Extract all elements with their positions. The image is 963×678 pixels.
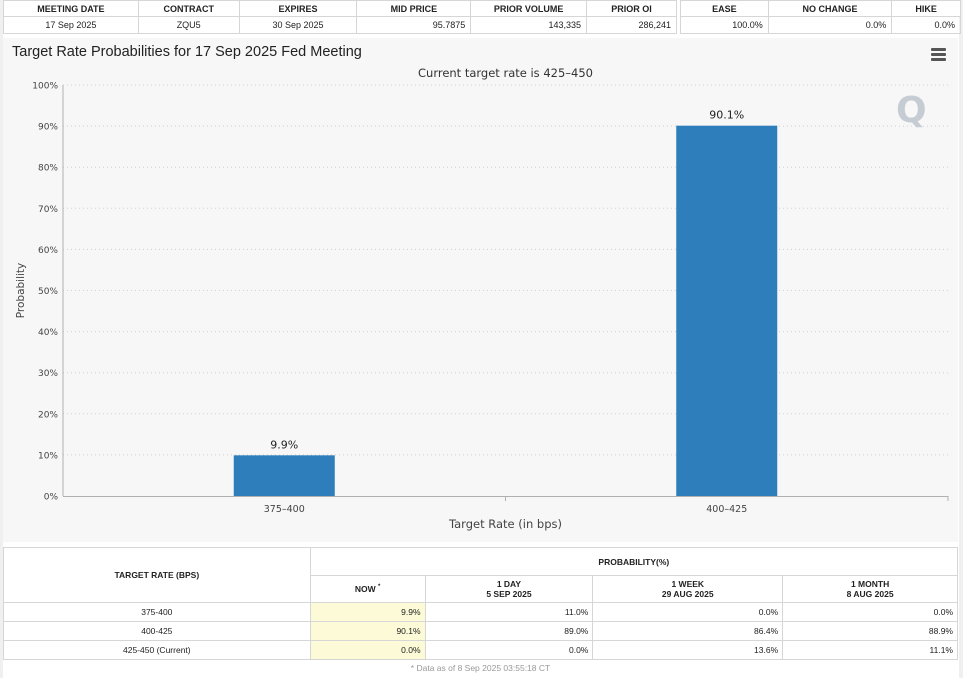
row-1-month-value: 11.1% (782, 640, 958, 660)
chart-subtitle: Current target rate is 425–450 (418, 66, 593, 80)
bar (676, 125, 778, 497)
y-tick-label: 80% (38, 164, 58, 174)
row-1-month-value: 0.0% (782, 602, 958, 622)
header-1-day: 1 DAY 5 SEP 2025 (424, 575, 594, 603)
x-tick-label: 375–400 (264, 504, 305, 515)
row-1-day-value: 89.0% (424, 621, 594, 641)
y-tick-label: 90% (38, 123, 58, 133)
left-frame (0, 0, 3, 678)
probability-table: TARGET RATE (BPS) PROBABILITY(%) NOW * 1… (3, 547, 959, 660)
y-tick-label: 50% (38, 287, 58, 297)
bar (233, 455, 335, 496)
contract-value: ZQU5 (137, 16, 240, 34)
y-tick-label: 20% (38, 410, 58, 420)
hike-value: 0.0% (891, 16, 961, 34)
outlook-table: EASE NO CHANGE HIKE 100.0% 0.0% 0.0% (680, 0, 961, 34)
y-axis-title: Probability (15, 263, 27, 319)
hamburger-menu-icon[interactable] (931, 48, 946, 61)
chart-panel: Target Rate Probabilities for 17 Sep 202… (3, 38, 958, 542)
row-now-value: 0.0% (309, 640, 426, 660)
data-label: 90.1% (709, 109, 744, 122)
quikstrike-logo-icon: Q (896, 90, 927, 131)
expires-value: 30 Sep 2025 (238, 16, 358, 34)
probability-section: TARGET RATE (BPS) PROBABILITY(%) NOW * 1… (3, 547, 959, 677)
y-tick-label: 100% (32, 82, 58, 92)
y-tick-label: 70% (38, 205, 58, 215)
mid-price-value: 95.7875 (356, 16, 472, 34)
header-prior-volume: PRIOR VOLUME (470, 0, 588, 17)
header-no-change: NO CHANGE (767, 0, 893, 17)
x-tick-label: 400–425 (706, 504, 747, 515)
bar-chart: Current target rate is 425–450 0% 10% 20% 30… (15, 66, 949, 531)
header-1-week: 1 WEEK 29 AUG 2025 (592, 575, 784, 603)
prior-volume-value: 143,335 (470, 16, 588, 34)
y-tick-label: 40% (38, 328, 58, 338)
header-expires: EXPIRES (238, 0, 358, 17)
row-1-day-value: 11.0% (424, 602, 594, 622)
header-1-month: 1 MONTH 8 AUG 2025 (782, 575, 958, 603)
header-now: NOW * (309, 575, 426, 603)
meeting-date-value: 17 Sep 2025 (3, 16, 139, 34)
row-1-week-value: 86.4% (592, 621, 784, 641)
x-axis-title: Target Rate (in bps) (448, 517, 562, 531)
header-contract: CONTRACT (137, 0, 240, 17)
y-tick-label: 30% (38, 369, 58, 379)
header-meeting-date: MEETING DATE (3, 0, 139, 17)
chart-title: Target Rate Probabilities for 17 Sep 202… (12, 44, 362, 60)
table-row: 375-400 9.9% 11.0% 0.0% 0.0% (3, 602, 958, 622)
table-row: 400-425 90.1% 89.0% 86.4% 88.9% (3, 621, 958, 641)
row-rate: 425-450 (Current) (3, 640, 311, 660)
meeting-summary: MEETING DATE CONTRACT EXPIRES MID PRICE … (3, 0, 961, 37)
table-row: 425-450 (Current) 0.0% 0.0% 13.6% 11.1% (3, 640, 958, 660)
no-change-value: 0.0% (767, 16, 893, 34)
data-timestamp-footnote: * Data as of 8 Sep 2025 03:55:18 CT (410, 663, 551, 673)
header-probability: PROBABILITY(%) (309, 547, 959, 576)
y-tick-label: 60% (38, 246, 58, 256)
row-now-value: 9.9% (309, 602, 426, 622)
right-frame (959, 0, 963, 678)
row-1-month-value: 88.9% (782, 621, 958, 641)
header-mid-price: MID PRICE (356, 0, 472, 17)
header-ease: EASE (680, 0, 769, 17)
header-prior-oi: PRIOR OI (586, 0, 677, 17)
y-tick-label: 10% (38, 451, 58, 461)
y-tick-label: 0% (44, 493, 59, 503)
row-1-day-value: 0.0% (424, 640, 594, 660)
row-1-week-value: 0.0% (592, 602, 784, 622)
row-rate: 375-400 (3, 602, 311, 622)
meeting-table: MEETING DATE CONTRACT EXPIRES MID PRICE … (3, 0, 677, 34)
prior-oi-value: 286,241 (586, 16, 677, 34)
row-rate: 400-425 (3, 621, 311, 641)
row-1-week-value: 13.6% (592, 640, 784, 660)
header-hike: HIKE (891, 0, 961, 17)
row-now-value: 90.1% (309, 621, 426, 641)
data-label: 9.9% (270, 438, 298, 451)
header-target-rate: TARGET RATE (BPS) (3, 547, 311, 603)
ease-value: 100.0% (680, 16, 769, 34)
